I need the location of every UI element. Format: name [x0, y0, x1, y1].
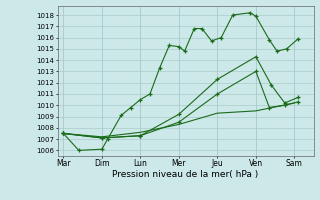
X-axis label: Pression niveau de la mer( hPa ): Pression niveau de la mer( hPa ) — [112, 170, 259, 179]
